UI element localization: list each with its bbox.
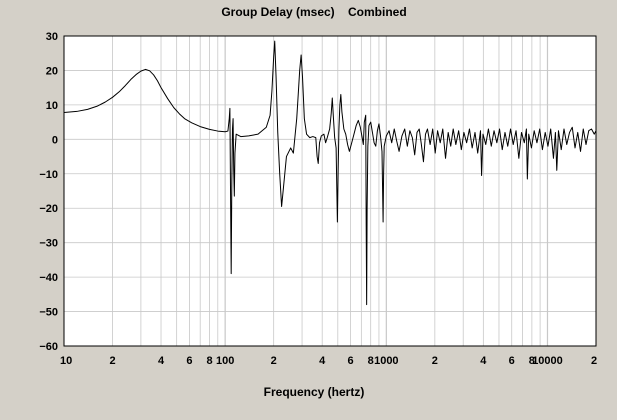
- x-tick-label: 10: [60, 355, 72, 367]
- y-tick-label: 10: [46, 100, 58, 112]
- x-tick-label: 8: [206, 355, 212, 367]
- x-tick-label: 4: [480, 355, 487, 367]
- y-axis-ticks: 30 20 10 0 −10 −20 −30 −40 −50 −60: [39, 31, 58, 353]
- x-tick-label: 8: [368, 355, 374, 367]
- y-tick-label: −10: [39, 169, 58, 181]
- y-tick-label: 20: [46, 65, 58, 77]
- x-tick-label: 8: [529, 355, 535, 367]
- x-tick-label: 100: [216, 355, 234, 367]
- y-tick-label: −60: [39, 341, 58, 353]
- plot-area: [64, 36, 596, 346]
- x-tick-label: 6: [509, 355, 515, 367]
- plot-border: [63, 35, 597, 347]
- x-tick-label: 1000: [374, 355, 398, 367]
- y-tick-label: −30: [39, 238, 58, 250]
- x-tick-label: 2: [109, 355, 115, 367]
- chart-title: Group Delay (msec) Combined: [221, 5, 406, 19]
- x-tick-label: 2: [432, 355, 438, 367]
- y-tick-label: −40: [39, 272, 58, 284]
- y-tick-label: 30: [46, 31, 58, 43]
- y-tick-label: −50: [39, 307, 58, 319]
- x-tick-label: 6: [186, 355, 192, 367]
- group-delay-line: [63, 40, 597, 306]
- y-tick-label: 0: [52, 134, 58, 146]
- y-tick-label: −20: [39, 203, 58, 215]
- x-tick-label: 2: [591, 355, 597, 367]
- x-tick-label: 10000: [532, 355, 563, 367]
- x-tick-label: 4: [319, 355, 326, 367]
- x-tick-label: 6: [348, 355, 354, 367]
- x-tick-label: 2: [271, 355, 277, 367]
- x-axis-label: Frequency (hertz): [264, 385, 365, 399]
- x-tick-label: 4: [158, 355, 165, 367]
